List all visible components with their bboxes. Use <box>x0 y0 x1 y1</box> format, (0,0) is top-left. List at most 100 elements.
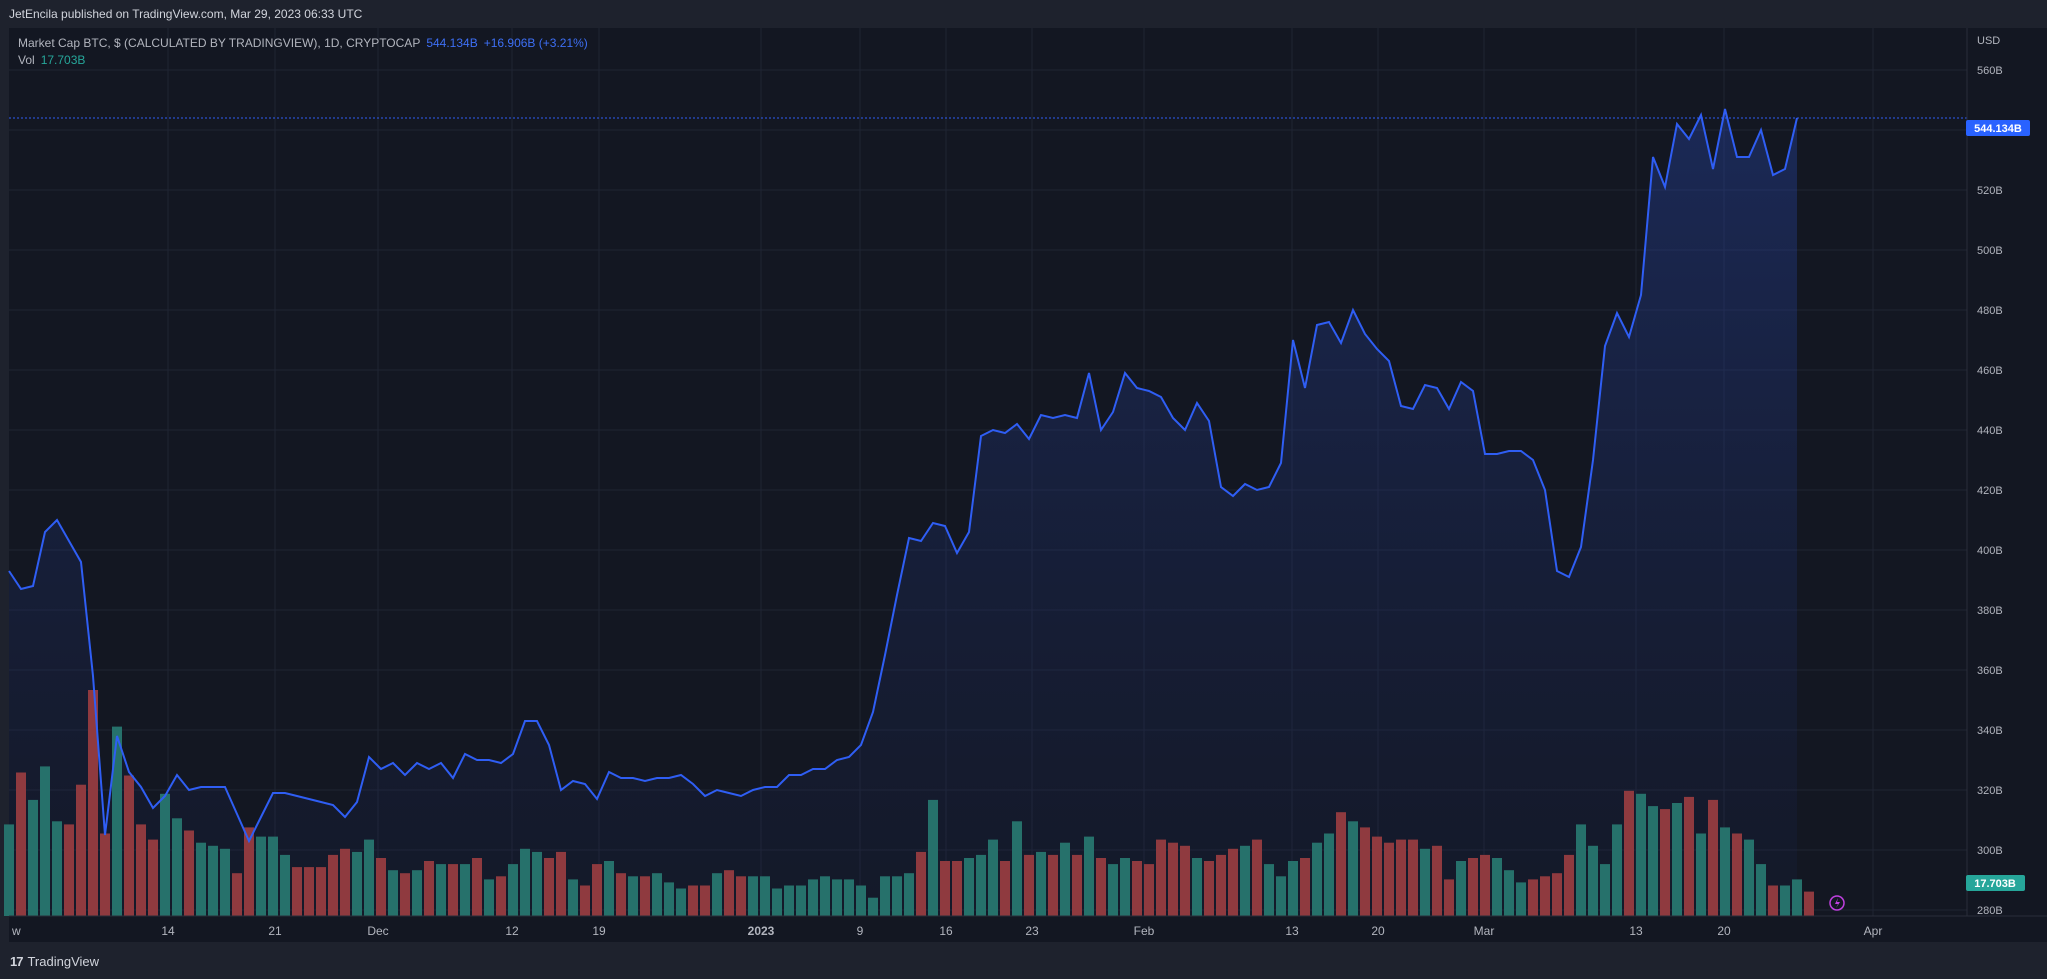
volume-bar <box>448 864 458 916</box>
volume-bar <box>688 885 698 916</box>
volume-bar <box>868 897 878 916</box>
volume-bar <box>1432 845 1442 916</box>
volume-bar <box>892 876 902 916</box>
volume-bar <box>1540 876 1550 916</box>
volume-bar <box>124 775 134 916</box>
price-axis-ticks[interactable]: 280B 300B 320B 340B 360B 380B 400B 420B 440B 460B… <box>1977 65 2003 917</box>
volume-bar <box>76 784 86 916</box>
volume-bar <box>1804 891 1814 916</box>
volume-bar <box>1384 842 1394 916</box>
volume-bar <box>1456 861 1466 916</box>
volume-bar <box>664 882 674 916</box>
volume-bar <box>1468 858 1478 916</box>
bottom-bar: 17 TradingView <box>0 942 2047 979</box>
volume-bar <box>1192 858 1202 916</box>
price-tick-label: 380B <box>1977 605 2003 617</box>
volume-bar <box>1768 885 1778 916</box>
volume-bar <box>856 885 866 916</box>
volume-bar <box>952 861 962 916</box>
volume-bar <box>28 799 38 916</box>
volume-bar <box>1372 836 1382 916</box>
tradingview-logo-icon: 17 <box>10 954 24 969</box>
volume-bar <box>1336 812 1346 916</box>
volume-bar <box>1084 836 1094 916</box>
time-tick-label: Apr <box>1864 924 1883 938</box>
volume-bar <box>568 879 578 916</box>
time-tick-label: 2023 <box>748 924 775 938</box>
volume-bar <box>1228 848 1238 916</box>
time-tick-label: 16 <box>939 924 953 938</box>
volume-bar <box>1144 864 1154 916</box>
volume-bar <box>1504 870 1514 916</box>
time-tick-label: 13 <box>1285 924 1299 938</box>
volume-bar <box>760 876 770 916</box>
volume-bar <box>616 873 626 916</box>
volume-bar <box>1756 864 1766 916</box>
volume-bar <box>940 861 950 916</box>
price-tick-label: 500B <box>1977 245 2003 257</box>
volume-bar <box>904 873 914 916</box>
volume-bar <box>340 848 350 916</box>
volume-bar <box>1564 854 1574 916</box>
volume-bar <box>832 879 842 916</box>
volume-bar <box>364 839 374 916</box>
volume-bar <box>16 772 26 916</box>
price-tick-label: 300B <box>1977 845 2003 857</box>
volume-bar <box>916 851 926 916</box>
volume-bar <box>112 726 122 916</box>
price-line[interactable] <box>8 108 1798 844</box>
volume-bar <box>1324 833 1334 916</box>
volume-bar <box>1276 876 1286 916</box>
volume-bar <box>400 873 410 916</box>
volume-bar <box>1588 845 1598 916</box>
tradingview-brand[interactable]: 17 TradingView <box>10 954 99 969</box>
time-tick-label: w <box>11 924 21 938</box>
volume-bar <box>520 848 530 916</box>
time-tick-label: 20 <box>1717 924 1731 938</box>
volume-bar <box>1132 861 1142 916</box>
volume-bar <box>1168 842 1178 916</box>
volume-bar <box>1012 821 1022 916</box>
price-tick-label: 420B <box>1977 485 2003 497</box>
volume-bar <box>1636 793 1646 916</box>
price-axis-unit: USD <box>1977 35 2000 47</box>
chart-svg[interactable]: USD 280B 300B 320B 340B 360B 380B 400B 420B 440B… <box>0 0 2047 942</box>
volume-bar <box>580 885 590 916</box>
volume-bar <box>1552 873 1562 916</box>
volume-bar <box>1048 854 1058 916</box>
volume-bar <box>556 851 566 916</box>
volume-bar <box>532 851 542 916</box>
replay-marker-icon[interactable] <box>1829 895 1845 911</box>
volume-bar <box>4 824 14 916</box>
volume-bar <box>328 854 338 916</box>
time-tick-label: 23 <box>1025 924 1039 938</box>
volume-bar <box>412 870 422 916</box>
volume-bar <box>676 888 686 916</box>
price-tick-label: 560B <box>1977 65 2003 77</box>
volume-bar <box>1108 864 1118 916</box>
volume-bar <box>1420 848 1430 916</box>
volume-bar <box>844 879 854 916</box>
volume-bar <box>652 873 662 916</box>
volume-bar <box>1660 809 1670 916</box>
volume-bar <box>796 885 806 916</box>
volume-bar <box>316 867 326 916</box>
volume-bar <box>592 864 602 916</box>
time-tick-label: 20 <box>1371 924 1385 938</box>
volume-bar <box>784 885 794 916</box>
volume-bar <box>160 793 170 916</box>
volume-bar <box>1300 858 1310 916</box>
volume-bars <box>4 690 1814 916</box>
volume-bar <box>1600 864 1610 916</box>
volume-bar <box>1696 833 1706 916</box>
time-axis-ticks[interactable]: w 14 21 Dec 12 19 2023 9 16 23 Feb 13 20 Mar 13 20 Apr <box>11 924 1882 938</box>
volume-bar <box>172 818 182 916</box>
volume-bar <box>1408 839 1418 916</box>
volume-bar <box>1360 827 1370 916</box>
price-tick-label: 400B <box>1977 545 2003 557</box>
volume-bar <box>700 885 710 916</box>
volume-bar <box>1204 861 1214 916</box>
time-tick-label: 21 <box>268 924 282 938</box>
volume-bar <box>748 876 758 916</box>
volume-bar <box>640 876 650 916</box>
